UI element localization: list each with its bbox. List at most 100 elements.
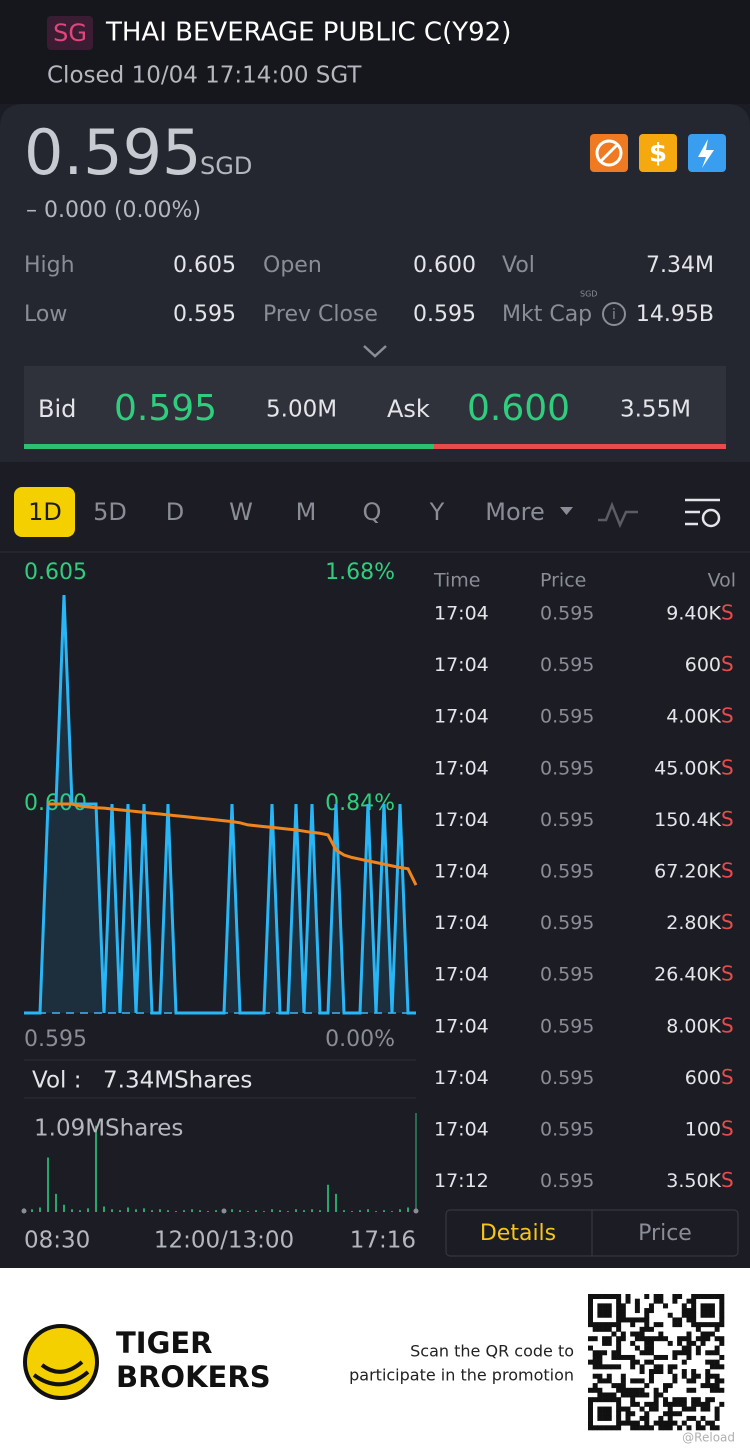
qr-cell: [616, 1411, 622, 1417]
info-icon[interactable]: [602, 302, 626, 326]
qr-cell: [714, 1345, 720, 1351]
qr-cell: [719, 1312, 725, 1318]
qr-cell: [588, 1345, 593, 1351]
qr-cell: [691, 1312, 697, 1318]
x-tick: [221, 1208, 227, 1214]
qr-cell: [639, 1336, 645, 1342]
qr-cell: [714, 1387, 720, 1393]
trade-time: 17:04: [434, 861, 489, 883]
qr-cell: [597, 1350, 603, 1356]
volume-bar: [375, 1211, 377, 1212]
qr-cell: [620, 1336, 626, 1342]
qr-cell: [588, 1336, 593, 1342]
qr-cell: [681, 1336, 687, 1342]
qr-cell: [686, 1312, 692, 1318]
expand-arrow[interactable]: [363, 345, 387, 358]
qr-cell: [658, 1369, 664, 1375]
qr-cell: [602, 1406, 608, 1412]
trade-time: 17:04: [434, 1067, 489, 1089]
volume-bar: [311, 1209, 313, 1212]
qr-cell: [597, 1364, 603, 1370]
pct-label: 0.00%: [325, 1027, 395, 1052]
volume-bar: [159, 1209, 161, 1212]
tab[interactable]: 5D: [93, 498, 127, 526]
qr-cell: [677, 1317, 683, 1323]
qr-cell: [705, 1373, 711, 1379]
icon-margin[interactable]: [639, 134, 677, 172]
qr-cell: [606, 1336, 612, 1342]
volume-bar: [31, 1209, 33, 1212]
indicator-icon[interactable]: [598, 501, 638, 529]
qr-cell: [714, 1359, 720, 1365]
qr-cell: [597, 1425, 603, 1431]
more-caret[interactable]: [560, 507, 573, 515]
qr-cell: [686, 1298, 692, 1304]
qr-cell: [620, 1303, 626, 1309]
qr-cell: [695, 1373, 701, 1379]
qr-cell: [700, 1322, 706, 1328]
tab[interactable]: W: [229, 498, 253, 526]
qr-cell: [691, 1317, 697, 1323]
qr-cell: [672, 1411, 678, 1417]
tab[interactable]: D: [166, 498, 184, 526]
qr-cell: [606, 1322, 612, 1328]
qr-cell: [625, 1354, 631, 1360]
tab[interactable]: Y: [429, 498, 445, 526]
qr-cell: [705, 1312, 711, 1318]
x-tick: [413, 1208, 419, 1214]
qr-cell: [667, 1415, 673, 1421]
qr-cell: [588, 1303, 593, 1309]
qr-cell: [620, 1420, 626, 1426]
stat-value: 0.595: [173, 302, 236, 327]
qr-cell: [672, 1378, 678, 1384]
tab[interactable]: More: [485, 498, 545, 526]
tab[interactable]: M: [296, 498, 317, 526]
qr-cell: [611, 1331, 617, 1337]
tab[interactable]: Q: [363, 498, 382, 526]
qr-cell: [653, 1387, 659, 1393]
qr-cell: [634, 1331, 640, 1337]
qr-cell: [719, 1308, 725, 1314]
avg-line: [48, 802, 418, 886]
qr-cell: [719, 1340, 725, 1346]
qr-cell: [630, 1401, 636, 1407]
qr-cell: [672, 1354, 678, 1360]
trade-time: 17:04: [434, 1015, 489, 1037]
volume-bar: [303, 1210, 305, 1212]
volume-bar: [127, 1207, 129, 1212]
qr-cell: [648, 1336, 654, 1342]
qr-cell: [691, 1340, 697, 1346]
tab[interactable]: 1D: [28, 498, 62, 526]
qr-cell: [648, 1373, 654, 1379]
settings-icon[interactable]: [685, 498, 721, 528]
qr-cell: [644, 1336, 650, 1342]
volume-bar: [39, 1207, 41, 1212]
qr-cell: [602, 1294, 608, 1299]
qr-cell: [686, 1378, 692, 1384]
qr-cell: [686, 1340, 692, 1346]
volume-bar: [199, 1210, 201, 1212]
price-button[interactable]: Price: [638, 1221, 692, 1246]
y-tick-label: 0.595: [24, 1027, 87, 1052]
qr-cell: [644, 1411, 650, 1417]
qr-cell: [634, 1336, 640, 1342]
qr-cell: [681, 1303, 687, 1309]
qr-cell: [691, 1378, 697, 1384]
volume-bar: [175, 1211, 177, 1212]
qr-cell: [681, 1401, 687, 1407]
qr-cell: [714, 1378, 720, 1384]
currency: SGD: [200, 152, 252, 180]
details-button[interactable]: Details: [480, 1221, 556, 1246]
trade-time: 17:04: [434, 757, 489, 779]
qr-cell: [606, 1425, 612, 1431]
x-tick-label: 08:30: [24, 1228, 90, 1254]
qr-cell: [634, 1420, 640, 1426]
qr-cell: [606, 1406, 612, 1412]
price-line: [24, 594, 416, 1015]
qr-cell: [606, 1312, 612, 1318]
qr-cell: [588, 1425, 593, 1431]
qr-cell: [663, 1387, 669, 1393]
volume-bar: [255, 1210, 257, 1212]
qr-cell: [644, 1308, 650, 1314]
qr-cell: [597, 1411, 603, 1417]
